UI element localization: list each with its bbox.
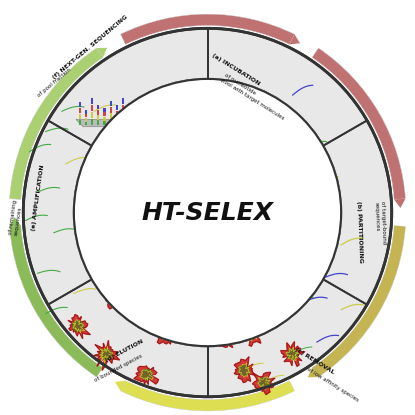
Text: of remaining
sequences: of remaining sequences <box>8 199 24 236</box>
Bar <box>110 101 112 106</box>
Polygon shape <box>284 237 306 259</box>
Text: HT-SELEX: HT-SELEX <box>142 200 273 225</box>
Polygon shape <box>308 368 318 377</box>
Bar <box>116 110 118 115</box>
Bar <box>103 112 105 116</box>
Text: (b) PARTITIONING: (b) PARTITIONING <box>356 200 364 263</box>
Polygon shape <box>244 204 268 228</box>
Polygon shape <box>252 372 275 395</box>
Circle shape <box>227 115 237 124</box>
Bar <box>110 113 112 119</box>
Circle shape <box>162 329 172 339</box>
Bar <box>98 120 100 125</box>
Circle shape <box>113 296 124 307</box>
Text: of low affinity species: of low affinity species <box>306 367 360 403</box>
Circle shape <box>292 244 301 254</box>
Circle shape <box>259 378 269 388</box>
Bar <box>85 110 87 114</box>
Bar <box>91 112 93 118</box>
Polygon shape <box>269 149 295 171</box>
Wedge shape <box>120 14 295 44</box>
Polygon shape <box>240 323 263 346</box>
Text: (d) ELUTION: (d) ELUTION <box>104 339 144 363</box>
Circle shape <box>150 284 160 295</box>
Text: of target-bound
sequences: of target-bound sequences <box>374 201 386 245</box>
Circle shape <box>247 329 257 339</box>
Polygon shape <box>76 120 136 127</box>
Bar <box>98 110 100 115</box>
Polygon shape <box>68 315 90 339</box>
Bar <box>85 118 87 121</box>
Polygon shape <box>105 289 128 312</box>
Bar <box>79 107 81 113</box>
Text: (a) INCUBATION: (a) INCUBATION <box>211 53 261 86</box>
Polygon shape <box>134 366 159 385</box>
Bar <box>122 112 124 118</box>
Bar <box>110 120 112 125</box>
Circle shape <box>251 212 261 222</box>
Circle shape <box>276 155 285 165</box>
Wedge shape <box>120 381 295 411</box>
Wedge shape <box>312 48 405 200</box>
Polygon shape <box>290 34 300 44</box>
Polygon shape <box>220 110 245 132</box>
Bar <box>103 121 105 125</box>
Circle shape <box>23 28 392 397</box>
Bar <box>79 114 81 119</box>
Polygon shape <box>94 340 120 371</box>
Polygon shape <box>269 292 293 317</box>
Circle shape <box>312 183 322 193</box>
Circle shape <box>288 349 298 359</box>
Polygon shape <box>234 357 255 383</box>
Polygon shape <box>278 294 300 315</box>
Bar <box>116 121 118 125</box>
Polygon shape <box>266 247 286 271</box>
Bar <box>122 119 124 125</box>
Text: of pool fraction: of pool fraction <box>37 67 72 98</box>
Text: (c) REMOVAL: (c) REMOVAL <box>294 347 335 375</box>
Bar <box>116 105 118 110</box>
Circle shape <box>239 366 249 375</box>
Bar <box>98 115 100 120</box>
Circle shape <box>73 321 83 331</box>
Polygon shape <box>115 381 125 391</box>
Bar <box>79 120 81 125</box>
Wedge shape <box>10 226 103 377</box>
Circle shape <box>74 79 341 346</box>
Text: (e) AMPLIFICATION: (e) AMPLIFICATION <box>32 165 46 232</box>
Text: (f) NEXT-GEN. SEQUENCING: (f) NEXT-GEN. SEQUENCING <box>51 14 129 80</box>
Bar <box>98 105 100 109</box>
Bar <box>116 115 118 120</box>
Wedge shape <box>10 48 103 200</box>
Circle shape <box>219 333 229 343</box>
Text: of bounded species: of bounded species <box>93 354 143 383</box>
Bar <box>91 119 93 125</box>
Bar <box>85 122 87 125</box>
Circle shape <box>142 369 152 380</box>
Bar <box>122 98 124 104</box>
Polygon shape <box>157 322 175 344</box>
Circle shape <box>284 301 293 310</box>
Bar <box>91 105 93 111</box>
Circle shape <box>272 257 281 266</box>
Polygon shape <box>306 174 326 198</box>
Circle shape <box>74 79 341 346</box>
Polygon shape <box>281 342 305 366</box>
Circle shape <box>101 349 111 359</box>
Wedge shape <box>312 226 405 377</box>
Bar <box>85 114 87 117</box>
Polygon shape <box>10 217 21 227</box>
Circle shape <box>276 297 285 307</box>
Bar <box>110 107 112 112</box>
Polygon shape <box>97 48 107 57</box>
Polygon shape <box>394 199 405 208</box>
Polygon shape <box>207 327 236 348</box>
Bar <box>103 108 105 112</box>
Text: of nucleotide
pool with target molecules: of nucleotide pool with target molecules <box>220 73 288 121</box>
Bar <box>79 102 81 107</box>
Polygon shape <box>144 280 164 303</box>
Bar <box>91 98 93 105</box>
Bar <box>122 105 124 111</box>
Bar <box>103 117 105 121</box>
